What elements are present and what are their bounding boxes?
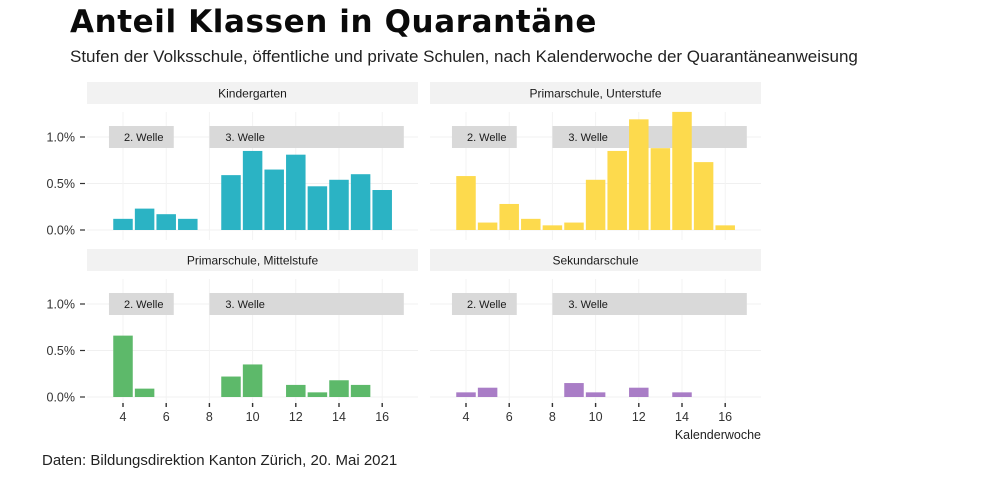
bar bbox=[456, 392, 476, 397]
wave-annotation-label: 2. Welle bbox=[124, 132, 164, 144]
facet-strip bbox=[430, 249, 761, 271]
bar bbox=[350, 174, 371, 230]
x-tick-label: 12 bbox=[632, 410, 646, 424]
wave-annotation-label: 3. Welle bbox=[568, 132, 608, 144]
data-source-caption: Daten: Bildungsdirektion Kanton Zürich, … bbox=[42, 452, 398, 469]
y-tick-label: 1.0% bbox=[47, 298, 76, 312]
chart-subtitle: Stufen der Volksschule, öffentliche und … bbox=[70, 47, 858, 66]
bar bbox=[672, 392, 692, 397]
x-tick-label: 16 bbox=[718, 410, 732, 424]
facet-strip bbox=[87, 249, 418, 271]
wave-annotation-box bbox=[451, 126, 517, 148]
bar bbox=[629, 387, 649, 397]
facet-panel: Sekundarschule 2. Welle 3. Welle 4 6 8 10 12 14 1… bbox=[430, 249, 761, 424]
facet-title: Primarschule, Unterstufe bbox=[529, 87, 661, 101]
facet-title: Primarschule, Mittelstufe bbox=[187, 254, 319, 268]
wave-annotation-box bbox=[552, 126, 747, 148]
wave-annotation-box bbox=[209, 293, 404, 315]
x-tick-label: 8 bbox=[549, 410, 556, 424]
facet-panel: Primarschule, Unterstufe 2. Welle 3. Welle bbox=[430, 82, 761, 240]
wave-annotation-box bbox=[209, 126, 404, 148]
facet-panel: Primarschule, Mittelstufe 2. Welle 3. Well… bbox=[47, 249, 418, 424]
wave-annotation-box bbox=[552, 293, 747, 315]
bar bbox=[307, 392, 328, 397]
facet-strip bbox=[87, 82, 418, 104]
bar bbox=[607, 150, 627, 230]
facet-title: Kindergarten bbox=[218, 87, 287, 101]
wave-annotation-label: 3. Welle bbox=[225, 132, 265, 144]
bar bbox=[242, 150, 263, 230]
x-tick-label: 10 bbox=[589, 410, 603, 424]
x-tick-label: 8 bbox=[206, 410, 213, 424]
y-tick-label: 0.0% bbox=[47, 224, 76, 238]
bar bbox=[585, 179, 606, 230]
bar bbox=[564, 383, 584, 397]
bar bbox=[113, 335, 133, 397]
bar bbox=[693, 162, 714, 230]
bar bbox=[477, 387, 498, 397]
y-tick-label: 0.5% bbox=[47, 344, 76, 358]
x-tick-label: 6 bbox=[163, 410, 170, 424]
bar bbox=[286, 154, 306, 230]
x-tick-label: 12 bbox=[289, 410, 303, 424]
bar bbox=[350, 384, 371, 397]
bar bbox=[456, 176, 476, 230]
x-tick-label: 14 bbox=[332, 410, 346, 424]
wave-annotation-label: 2. Welle bbox=[467, 299, 507, 311]
bar bbox=[113, 218, 133, 230]
bar bbox=[564, 222, 584, 230]
x-axis-title: Kalenderwoche bbox=[675, 428, 761, 442]
bar bbox=[629, 119, 649, 230]
bar bbox=[542, 225, 563, 230]
bar bbox=[672, 111, 692, 230]
wave-annotation-label: 3. Welle bbox=[225, 299, 265, 311]
facet-strip bbox=[430, 82, 761, 104]
wave-annotation-label: 3. Welle bbox=[568, 299, 608, 311]
wave-annotation-box bbox=[108, 293, 174, 315]
wave-annotation-box bbox=[451, 293, 517, 315]
bar bbox=[178, 218, 198, 230]
y-tick-label: 0.5% bbox=[47, 177, 76, 191]
bar bbox=[715, 225, 735, 230]
bar bbox=[650, 148, 671, 230]
x-tick-label: 4 bbox=[120, 410, 127, 424]
facet-title: Sekundarschule bbox=[552, 254, 638, 268]
y-tick-label: 0.0% bbox=[47, 391, 76, 405]
bar bbox=[307, 186, 328, 230]
bar bbox=[134, 208, 155, 230]
x-tick-label: 10 bbox=[246, 410, 260, 424]
facet-panel: Kindergarten 2. Welle 3. Welle 0.0% 0.5% 1.0% bbox=[47, 82, 418, 240]
x-tick-label: 4 bbox=[463, 410, 470, 424]
bar bbox=[156, 214, 176, 230]
bar bbox=[242, 364, 263, 397]
bar bbox=[134, 388, 155, 397]
y-tick-label: 1.0% bbox=[47, 131, 76, 145]
x-tick-label: 16 bbox=[375, 410, 389, 424]
chart-title: Anteil Klassen in Quarantäne bbox=[70, 4, 598, 40]
bar bbox=[372, 190, 392, 230]
bar bbox=[286, 384, 306, 397]
bar bbox=[329, 179, 349, 230]
bar bbox=[477, 222, 498, 230]
bar bbox=[264, 169, 284, 230]
bar bbox=[499, 203, 519, 230]
wave-annotation-label: 2. Welle bbox=[467, 132, 507, 144]
bar bbox=[585, 392, 606, 397]
wave-annotation-box bbox=[108, 126, 174, 148]
x-tick-label: 14 bbox=[675, 410, 689, 424]
wave-annotation-label: 2. Welle bbox=[124, 299, 164, 311]
bar bbox=[221, 175, 241, 230]
bar bbox=[521, 218, 541, 230]
bar bbox=[221, 376, 241, 397]
x-tick-label: 6 bbox=[506, 410, 513, 424]
bar bbox=[329, 380, 349, 397]
